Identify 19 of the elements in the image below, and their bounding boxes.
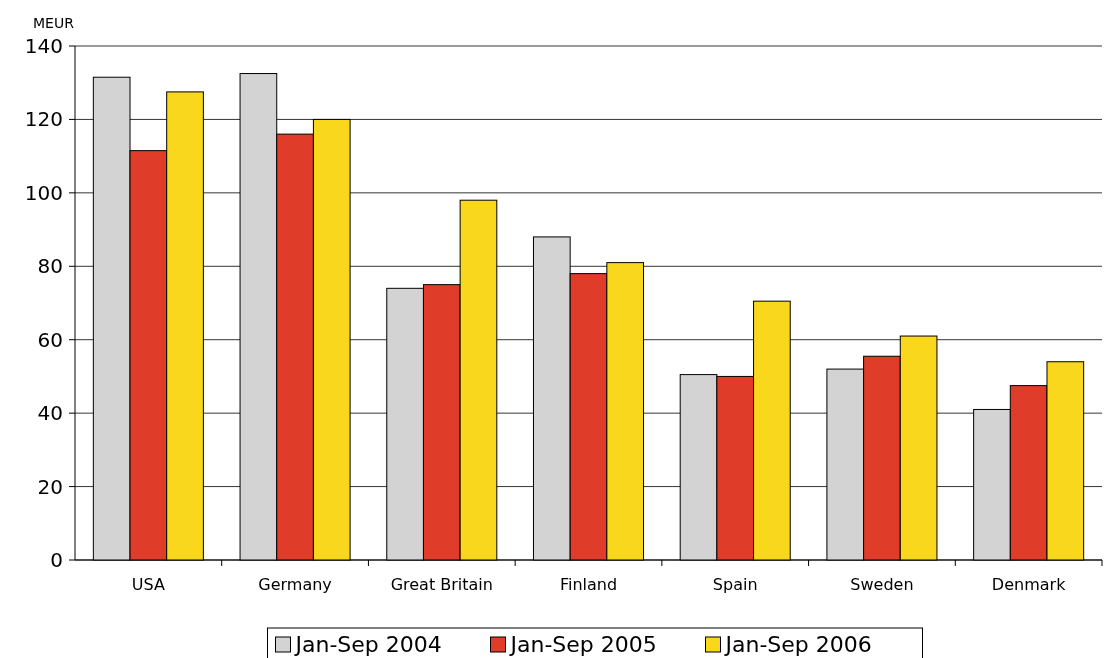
x-tick-label: Germany — [258, 575, 332, 594]
y-tick-label: 120 — [24, 107, 63, 132]
y-tick-label: 0 — [50, 548, 63, 572]
legend-label: Jan-Sep 2005 — [508, 632, 657, 657]
y-tick-label: 40 — [37, 401, 63, 426]
x-tick-label: Denmark — [991, 575, 1067, 594]
x-tick-label: Spain — [712, 575, 758, 594]
x-tick-label: Great Britain — [390, 575, 493, 594]
y-tick-label: 80 — [37, 254, 63, 279]
x-tick-label: USA — [131, 575, 165, 594]
y-tick-label: 100 — [24, 180, 63, 205]
y-tick-label: 60 — [37, 327, 63, 352]
y-tick-label: 140 — [24, 34, 63, 58]
y-tick-label: 20 — [37, 474, 63, 499]
legend-label: Jan-Sep 2006 — [723, 632, 872, 657]
y-axis-title: MEUR — [33, 15, 75, 31]
legend-label: Jan-Sep 2004 — [293, 632, 442, 657]
x-tick-label: Sweden — [850, 575, 914, 594]
x-tick-label: Finland — [559, 575, 618, 594]
